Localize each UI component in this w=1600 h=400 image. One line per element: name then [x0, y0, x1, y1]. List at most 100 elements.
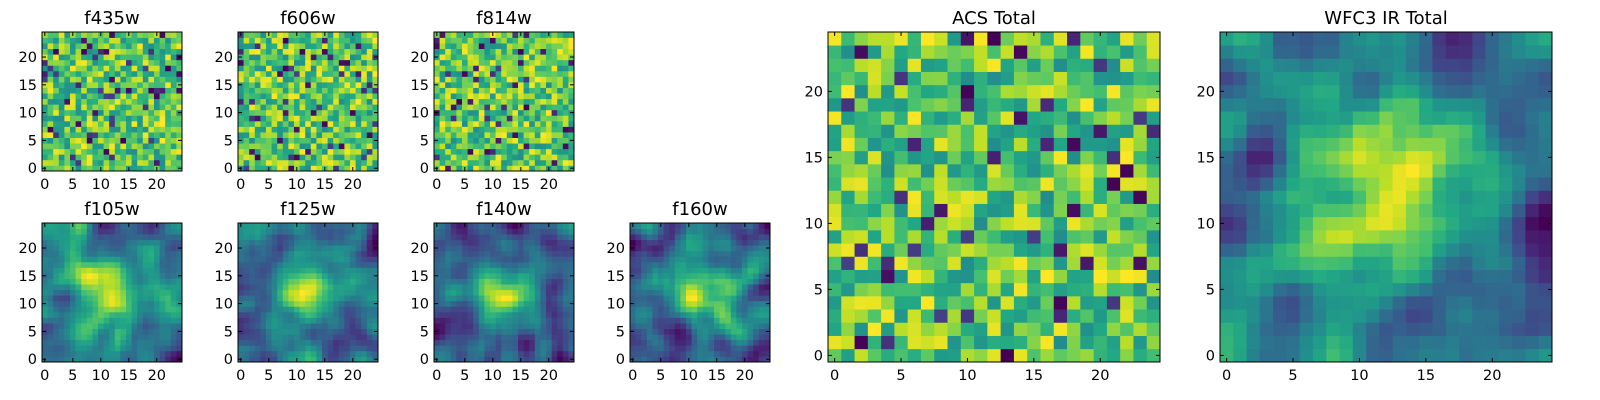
heatmap-cell — [439, 261, 446, 268]
heatmap-cell — [534, 328, 541, 335]
heatmap-cell — [495, 98, 502, 105]
heatmap-cell — [170, 345, 177, 352]
heatmap-cell — [736, 250, 743, 257]
heatmap-cell — [1080, 203, 1094, 218]
heatmap-cell — [81, 228, 88, 235]
heatmap-cell — [260, 317, 267, 324]
heatmap-cell — [562, 223, 569, 229]
heatmap-cell — [131, 267, 138, 274]
heatmap-cell — [282, 223, 289, 229]
heatmap-cell — [462, 334, 468, 341]
heatmap-cell — [137, 317, 144, 324]
heatmap-cell — [260, 261, 267, 268]
heatmap-cell — [841, 322, 855, 336]
heatmap-cell — [254, 295, 261, 302]
heatmap-cell — [282, 32, 289, 38]
heatmap-cell — [260, 311, 267, 318]
heatmap-cell — [523, 345, 530, 352]
heatmap-cell — [506, 256, 513, 263]
heatmap-cell — [1013, 335, 1028, 350]
heatmap-cell — [53, 93, 60, 100]
heatmap-cell — [702, 339, 709, 346]
heatmap-cell — [1067, 177, 1081, 191]
heatmap-cell — [551, 278, 558, 285]
heatmap-cell — [131, 295, 138, 302]
heatmap-cell — [114, 278, 121, 285]
heatmap-cell — [490, 104, 496, 111]
heatmap-cell — [686, 339, 692, 346]
heatmap-cell — [316, 295, 323, 302]
heatmap-cell — [473, 323, 480, 329]
heatmap-cell — [702, 295, 709, 302]
heatmap-cell — [467, 43, 474, 50]
heatmap-cell — [131, 43, 138, 50]
heatmap-cell — [512, 267, 519, 274]
heatmap-cell — [103, 356, 110, 363]
heatmap-cell — [355, 87, 362, 94]
heatmap-cell — [114, 109, 121, 116]
heatmap-cell — [478, 273, 485, 279]
heatmap-cell — [518, 317, 524, 324]
heatmap-cell — [159, 323, 166, 329]
heatmap-cell — [131, 159, 138, 166]
heatmap-cell — [98, 115, 104, 122]
heatmap-cell — [310, 32, 317, 38]
heatmap-cell — [42, 334, 48, 341]
heatmap-cell — [238, 154, 244, 161]
heatmap-cell — [361, 165, 368, 172]
heatmap-cell — [327, 328, 334, 335]
heatmap-cell — [478, 256, 485, 263]
heatmap-cell — [109, 306, 116, 313]
heatmap-cell — [361, 256, 368, 263]
heatmap-cell — [947, 256, 962, 270]
heatmap-cell — [725, 278, 732, 285]
heatmap-cell — [142, 345, 149, 352]
heatmap-cell — [1133, 309, 1148, 323]
heatmap-cell — [697, 339, 704, 346]
heatmap-cell — [854, 230, 869, 244]
y-tick-label: 0 — [28, 161, 37, 177]
heatmap-cell — [294, 256, 300, 263]
heatmap-cell — [271, 234, 278, 241]
heatmap-cell — [523, 87, 530, 94]
x-tick-label: 20 — [148, 368, 166, 384]
heatmap-cell — [305, 284, 312, 291]
heatmap-cell — [495, 87, 502, 94]
heatmap-cell — [501, 165, 508, 172]
heatmap-cell — [1053, 335, 1068, 350]
heatmap-cell — [434, 289, 440, 296]
heatmap-cell — [366, 323, 373, 329]
heatmap-cell — [98, 300, 104, 307]
heatmap-cell — [271, 143, 278, 150]
heatmap-cell — [747, 223, 754, 229]
heatmap-cell — [518, 159, 524, 166]
heatmap-cell — [518, 137, 524, 144]
heatmap-cell — [1013, 216, 1028, 231]
heatmap-cell — [266, 300, 272, 307]
heatmap-cell — [714, 317, 720, 324]
heatmap-cell — [170, 37, 177, 44]
heatmap-cell — [282, 228, 289, 235]
heatmap-cell — [142, 339, 149, 346]
heatmap-cell — [562, 143, 569, 150]
heatmap-cell — [266, 350, 272, 357]
heatmap-cell — [64, 76, 71, 83]
heatmap-cell — [974, 296, 988, 310]
heatmap-cell — [450, 289, 457, 296]
heatmap-cell — [159, 98, 166, 105]
heatmap-cell — [154, 43, 160, 50]
heatmap-cell — [355, 239, 362, 246]
heatmap-cell — [540, 120, 547, 127]
heatmap-cell — [81, 311, 88, 318]
heatmap-cell — [282, 37, 289, 44]
heatmap-cell — [344, 148, 351, 155]
heatmap-cell — [159, 245, 166, 252]
heatmap-cell — [490, 239, 496, 246]
heatmap-cell — [529, 250, 536, 257]
heatmap-cell — [495, 345, 502, 352]
heatmap-cell — [271, 250, 278, 257]
heatmap-cell — [154, 132, 160, 138]
heatmap-cell — [361, 126, 368, 133]
heatmap-cell — [47, 317, 54, 324]
heatmap-cell — [736, 311, 743, 318]
